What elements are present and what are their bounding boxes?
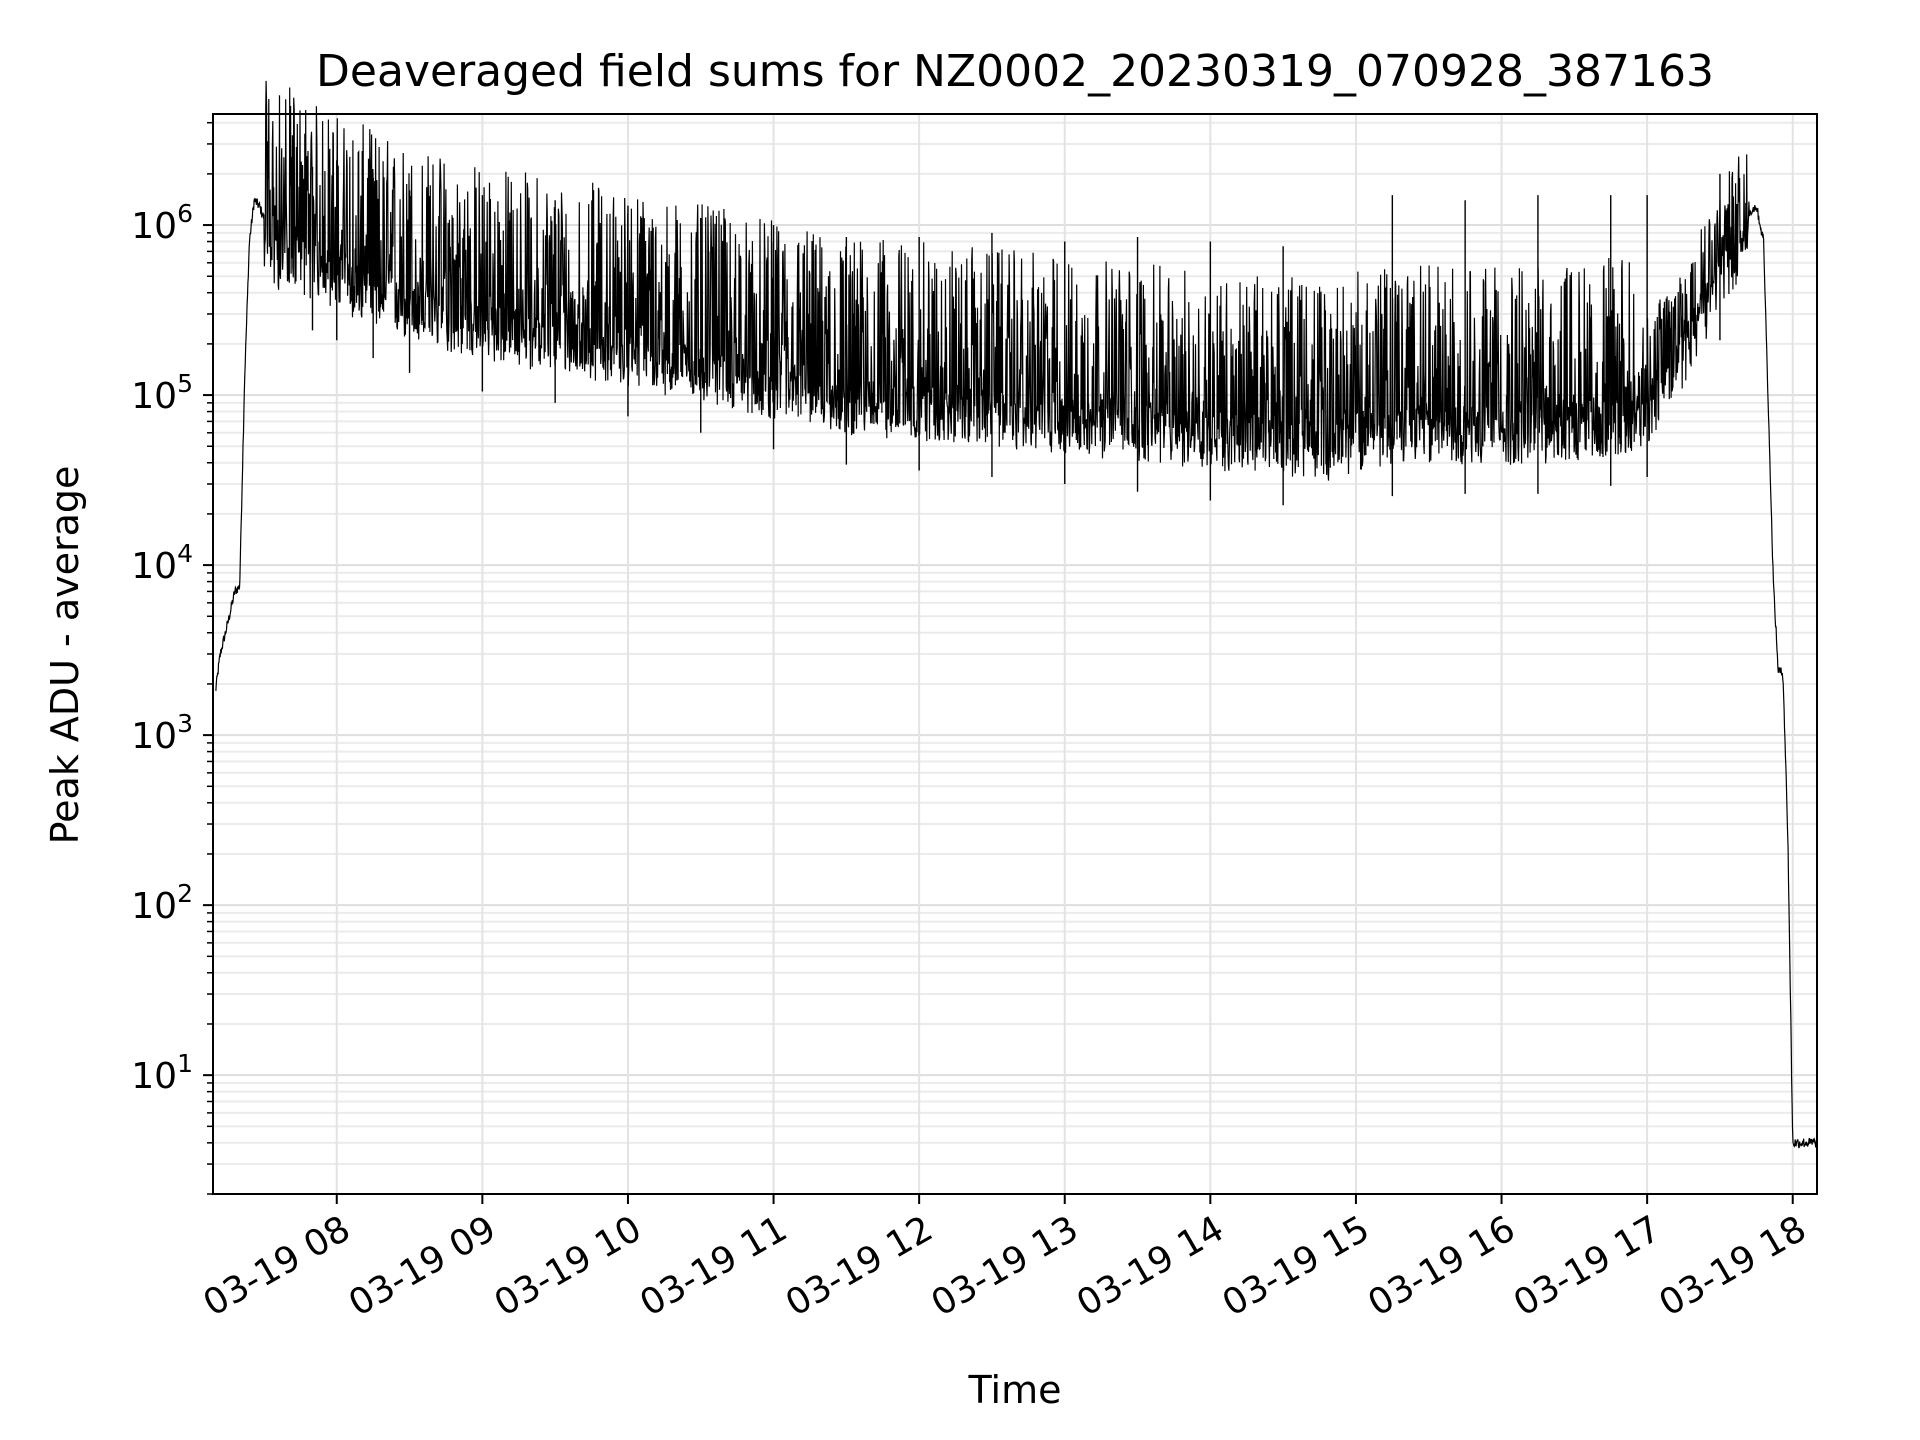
y-tick-label: 101	[131, 1049, 193, 1097]
y-tick-label: 105	[131, 369, 193, 417]
y-tick-label: 104	[131, 539, 193, 587]
x-axis-label: Time	[968, 1368, 1062, 1412]
y-tick-label: 103	[131, 709, 193, 757]
y-axis-label: Peak ADU - average	[43, 466, 87, 845]
chart-title: Deaveraged field sums for NZ0002_2023031…	[316, 46, 1714, 97]
y-tick-label: 106	[131, 199, 193, 247]
ticks-layer	[203, 121, 1794, 1204]
series-layer	[215, 80, 1818, 1149]
y-tick-label: 102	[131, 879, 193, 927]
